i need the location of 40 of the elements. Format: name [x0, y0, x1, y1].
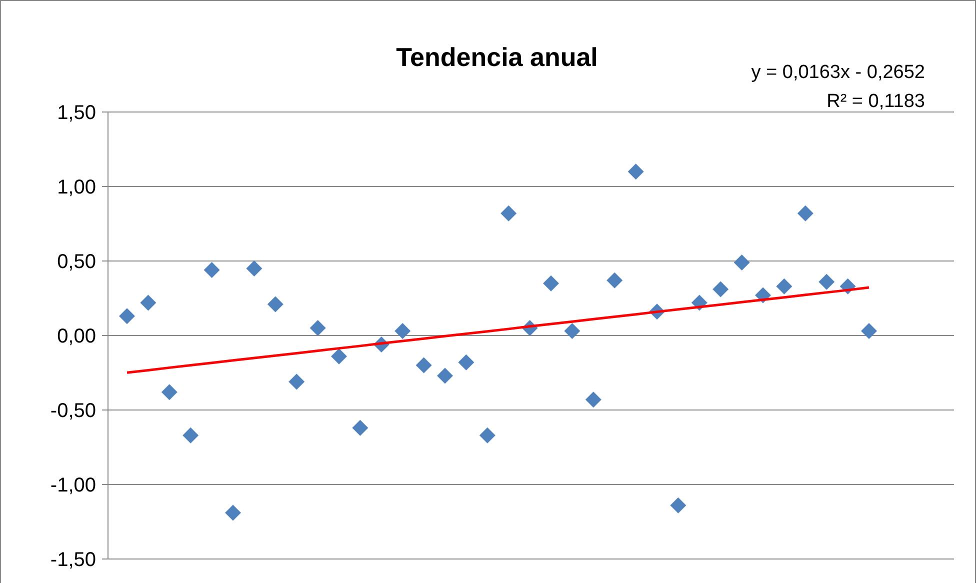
- point: [288, 374, 305, 390]
- point: [458, 354, 474, 370]
- y-tick-label: -1,50: [50, 549, 96, 571]
- y-tick-label: 0,50: [57, 251, 96, 273]
- point: [204, 262, 220, 278]
- annotation: R² = 0,1183: [826, 91, 925, 112]
- point: [670, 497, 686, 514]
- point: [267, 296, 284, 312]
- point: [500, 205, 517, 222]
- point: [543, 275, 559, 292]
- point: [797, 205, 814, 222]
- point: [437, 368, 453, 384]
- chart-title: Tendencia anual: [396, 42, 598, 72]
- point: [331, 348, 347, 364]
- point: [394, 323, 411, 340]
- point: [225, 504, 241, 521]
- y-tick-label: -0,50: [50, 400, 96, 422]
- point: [182, 427, 199, 444]
- point: [310, 320, 326, 336]
- point: [140, 294, 156, 311]
- point: [352, 420, 368, 436]
- point: [479, 427, 496, 444]
- point: [585, 392, 602, 408]
- point: [776, 278, 792, 294]
- y-tick-label: -1,00: [50, 474, 96, 496]
- point: [416, 357, 432, 374]
- y-tick-label: 0,00: [57, 326, 96, 348]
- point: [818, 274, 835, 290]
- point: [246, 260, 262, 276]
- point: [161, 384, 178, 400]
- point: [606, 272, 623, 288]
- y-tick-label: 1,00: [57, 176, 96, 198]
- point: [564, 323, 580, 340]
- point: [861, 323, 877, 340]
- point: [628, 164, 644, 180]
- point: [734, 254, 750, 270]
- point: [712, 281, 729, 298]
- text: y = 0,0163x - 0,2652: [751, 62, 925, 83]
- y-tick-label: 1,50: [57, 102, 96, 124]
- point: [119, 308, 135, 324]
